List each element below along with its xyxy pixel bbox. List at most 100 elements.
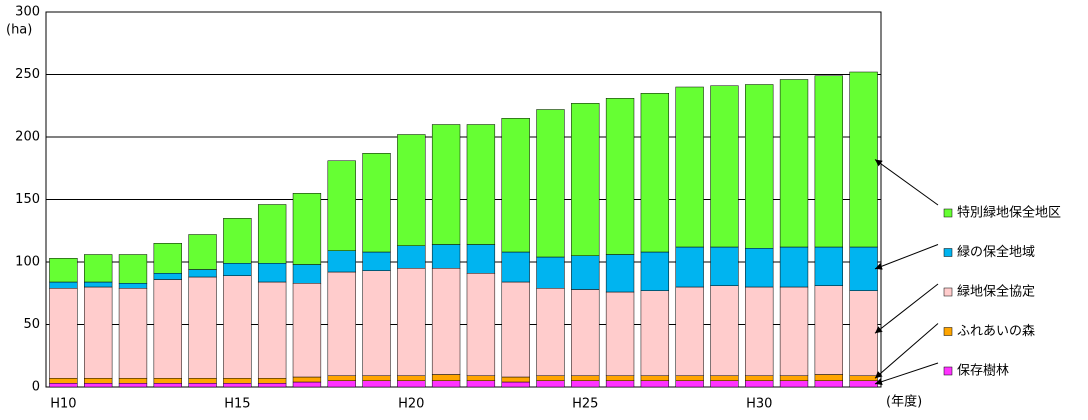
bar-segment [431, 244, 461, 269]
bar-segment [675, 375, 704, 381]
bar-segment [571, 255, 600, 290]
y-axis-label: (ha) [6, 23, 32, 38]
bar-segment [605, 291, 635, 376]
legend-swatch [943, 287, 953, 297]
bar-segment [49, 258, 78, 283]
bar-segment [849, 290, 878, 376]
bar-segment [640, 380, 670, 388]
bar-segment [431, 124, 461, 245]
legend-arrow [874, 159, 939, 206]
bar-segment [779, 380, 809, 388]
legend-arrow [874, 323, 939, 379]
x-tick-label: H15 [224, 397, 250, 412]
bar-segment [292, 381, 322, 388]
bar-segment [49, 281, 78, 289]
bar-segment [501, 251, 530, 283]
bar-segment [849, 375, 878, 381]
bar-segment [327, 271, 356, 376]
bar-segment [745, 286, 774, 376]
legend-arrow [874, 244, 939, 270]
legend-swatch [943, 208, 953, 218]
legend-label: 特別緑地保全地区 [957, 205, 1061, 221]
bar-segment [814, 374, 843, 381]
x-tick-label: H20 [398, 397, 424, 412]
bar-segment [779, 286, 809, 376]
bar-segment [118, 283, 148, 289]
bar-segment [571, 380, 600, 388]
bar-segment [675, 286, 704, 376]
bar-segment [292, 283, 322, 378]
legend-arrow [874, 362, 939, 385]
bar-segment [571, 289, 600, 376]
bar-segment [292, 376, 322, 383]
bar-segment [118, 254, 148, 284]
y-tick-label: 0 [32, 380, 40, 395]
bar-segment [710, 380, 739, 388]
bar-segment [327, 160, 356, 251]
bar-segment [49, 288, 78, 379]
bar-segment [397, 380, 426, 388]
bar-segment [397, 268, 426, 376]
bar-segment [292, 264, 322, 284]
bar-segment [849, 246, 878, 291]
bar-segment [257, 378, 287, 384]
bar-segment [257, 204, 287, 264]
bar-segment [779, 246, 809, 288]
legend-label: 緑地保全協定 [957, 284, 1035, 300]
bar-segment [814, 75, 843, 248]
legend-arrow [874, 283, 939, 334]
legend-label: ふれあいの森 [957, 324, 1035, 339]
bar-segment [49, 383, 78, 388]
bar-segment [153, 279, 182, 379]
bar-segment [223, 275, 252, 379]
bar-segment [571, 103, 600, 256]
bar-segment [849, 380, 878, 388]
bar-segment [536, 375, 565, 381]
bar-segment [605, 380, 635, 388]
bar-segment [779, 375, 809, 381]
bar-segment [501, 281, 530, 378]
x-tick-label: H10 [50, 397, 76, 412]
bar-segment [118, 288, 148, 379]
y-tick-label: 100 [15, 255, 40, 270]
bar-segment [257, 263, 287, 283]
bar-segment [84, 383, 113, 388]
bar-segment [814, 285, 843, 375]
bar-segment [292, 193, 322, 265]
x-tick-label: H30 [746, 397, 772, 412]
legend-swatch [943, 327, 953, 336]
bar-segment [814, 246, 843, 286]
y-tick-label: 150 [15, 192, 40, 207]
bar-segment [84, 281, 113, 288]
bar-segment [362, 270, 391, 376]
bar-segment [223, 263, 252, 276]
bar-segment [536, 380, 565, 388]
bar-segment [188, 383, 217, 388]
bar-segment [466, 375, 496, 381]
bar-segment [779, 79, 809, 248]
bar-segment [327, 380, 356, 388]
legend-swatch [943, 366, 953, 376]
bar-segment [710, 375, 739, 381]
bar-segment [710, 246, 739, 286]
bar-segment [118, 383, 148, 388]
y-tick-label: 50 [23, 317, 40, 332]
bar-segment [466, 244, 496, 274]
bar-segment [188, 269, 217, 278]
bar-segment [431, 374, 461, 381]
legend-label: 保存樹林 [957, 364, 1009, 379]
bar-segment [49, 378, 78, 384]
bar-segment [501, 118, 530, 253]
bar-segment [605, 254, 635, 293]
bar-segment [362, 380, 391, 388]
bar-segment [223, 378, 252, 384]
bar-segment [84, 378, 113, 384]
bar-segment [431, 268, 461, 375]
bar-segment [640, 375, 670, 381]
bar-segment [745, 248, 774, 288]
bar-segment [571, 375, 600, 381]
bar-segment [153, 378, 182, 384]
bar-segment [223, 383, 252, 388]
bar-segment [466, 124, 496, 245]
